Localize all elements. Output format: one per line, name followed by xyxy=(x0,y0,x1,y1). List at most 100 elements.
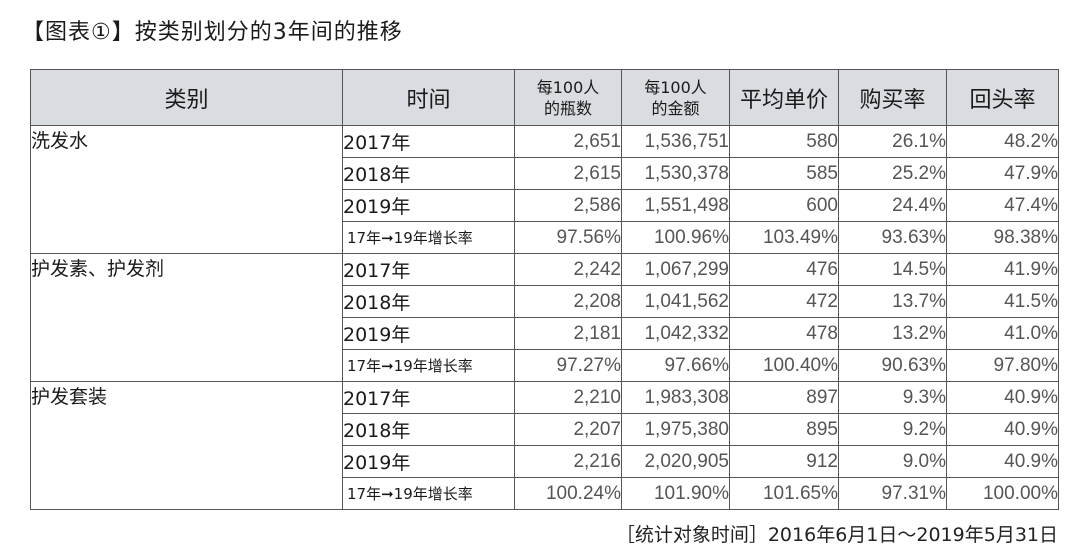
purchase-rate-cell: 9.2% xyxy=(838,413,947,446)
data-table: 类别 时间 每100人 的瓶数 每100人 的金额 平均单价 购买率 回头率 洗… xyxy=(30,69,1059,510)
growth-rate-label: 17年➞19年增长率 xyxy=(342,477,515,510)
amount-cell: 101.90% xyxy=(621,477,730,510)
repeat-rate-cell: 98.38% xyxy=(946,221,1059,254)
purchase-rate-cell: 97.31% xyxy=(838,477,947,510)
header-period: 时间 xyxy=(342,69,515,126)
year-cell: 2019年 xyxy=(342,317,515,350)
repeat-rate-cell: 47.9% xyxy=(946,157,1059,190)
year-cell: 2017年 xyxy=(342,253,515,286)
purchase-rate-cell: 93.63% xyxy=(838,221,947,254)
unit-price-cell: 912 xyxy=(729,445,839,478)
footnote-period: ［统计对象时间］2016年6月1日～2019年5月31日 xyxy=(615,524,1058,546)
repeat-rate-cell: 47.4% xyxy=(946,189,1059,222)
table-row: 2019年 2,586 1,551,498 600 24.4% 47.4% xyxy=(31,189,1059,222)
year-cell: 2017年 xyxy=(342,125,515,158)
repeat-rate-cell: 97.80% xyxy=(946,349,1059,382)
amount-cell: 97.66% xyxy=(621,349,730,382)
bottles-cell: 97.56% xyxy=(514,221,622,254)
table-row: 2018年 2,615 1,530,378 585 25.2% 47.9% xyxy=(31,157,1059,190)
header-amount-line2: 的金额 xyxy=(651,98,700,118)
unit-price-cell: 100.40% xyxy=(729,349,839,382)
bottles-cell: 2,586 xyxy=(514,189,622,222)
amount-cell: 1,536,751 xyxy=(621,125,730,158)
unit-price-cell: 897 xyxy=(729,381,839,414)
unit-price-cell: 580 xyxy=(729,125,839,158)
purchase-rate-cell: 26.1% xyxy=(838,125,947,158)
bottles-cell: 2,207 xyxy=(514,413,622,446)
table-row: 洗发水 2017年 2,651 1,536,751 580 26.1% 48.2% xyxy=(30,125,1059,254)
unit-price-cell: 478 xyxy=(729,317,839,350)
bottles-cell: 2,210 xyxy=(514,381,622,414)
header-bottles-line1: 每100人 xyxy=(536,77,600,97)
year-cell: 2018年 xyxy=(342,285,515,318)
amount-cell: 1,530,378 xyxy=(621,157,730,190)
table-row: 护发套装 2017年 2,210 1,983,308 897 9.3% 40.9% xyxy=(30,381,1059,510)
header-row: 类别 时间 每100人 的瓶数 每100人 的金额 平均单价 购买率 回头率 xyxy=(30,69,1059,126)
repeat-rate-cell: 41.9% xyxy=(946,253,1059,286)
bottles-cell: 2,651 xyxy=(514,125,622,158)
unit-price-cell: 585 xyxy=(729,157,839,190)
table-row: 2018年 2,208 1,041,562 472 13.7% 41.5% xyxy=(31,285,1059,318)
year-cell: 2019年 xyxy=(342,189,515,222)
unit-price-cell: 600 xyxy=(729,189,839,222)
amount-cell: 1,551,498 xyxy=(621,189,730,222)
bottles-cell: 2,615 xyxy=(514,157,622,190)
repeat-rate-cell: 40.9% xyxy=(946,445,1059,478)
table-row: 护发素、护发剂 2017年 2,242 1,067,299 476 14.5% 41.9% xyxy=(30,253,1059,382)
header-bottles-line2: 的瓶数 xyxy=(543,98,592,118)
table-row: 2019年 2,181 1,042,332 478 13.2% 41.0% xyxy=(31,317,1059,350)
amount-cell: 1,041,562 xyxy=(621,285,730,318)
header-amount-line1: 每100人 xyxy=(644,77,707,97)
growth-rate-label: 17年➞19年增长率 xyxy=(342,221,515,254)
category-cell: 护发套装 xyxy=(30,381,343,510)
year-cell: 2018年 xyxy=(342,157,515,190)
amount-cell: 1,983,308 xyxy=(621,381,730,414)
category-cell: 洗发水 xyxy=(30,125,343,254)
purchase-rate-cell: 90.63% xyxy=(838,349,947,382)
repeat-rate-cell: 100.00% xyxy=(946,477,1059,510)
unit-price-cell: 103.49% xyxy=(729,221,839,254)
amount-cell: 1,067,299 xyxy=(621,253,730,286)
repeat-rate-cell: 40.9% xyxy=(946,413,1059,446)
category-cell: 护发素、护发剂 xyxy=(30,253,343,382)
purchase-rate-cell: 9.0% xyxy=(838,445,947,478)
repeat-rate-cell: 48.2% xyxy=(946,125,1059,158)
unit-price-cell: 895 xyxy=(729,413,839,446)
purchase-rate-cell: 14.5% xyxy=(838,253,947,286)
purchase-rate-cell: 13.7% xyxy=(838,285,947,318)
year-cell: 2018年 xyxy=(342,413,515,446)
unit-price-cell: 476 xyxy=(729,253,839,286)
header-repeat-rate: 回头率 xyxy=(946,69,1059,126)
purchase-rate-cell: 24.4% xyxy=(838,189,947,222)
amount-cell: 2,020,905 xyxy=(621,445,730,478)
year-cell: 2017年 xyxy=(342,381,515,414)
header-amount-per-100: 每100人 的金额 xyxy=(621,69,730,126)
purchase-rate-cell: 13.2% xyxy=(838,317,947,350)
bottles-cell: 100.24% xyxy=(514,477,622,510)
header-category: 类别 xyxy=(30,69,343,126)
header-bottles-per-100: 每100人 的瓶数 xyxy=(514,69,622,126)
bottles-cell: 2,242 xyxy=(514,253,622,286)
page-title: 【图表①】按类别划分的3年间的推移 xyxy=(22,20,403,45)
purchase-rate-cell: 9.3% xyxy=(838,381,947,414)
purchase-rate-cell: 25.2% xyxy=(838,157,947,190)
repeat-rate-cell: 41.5% xyxy=(946,285,1059,318)
bottles-cell: 2,208 xyxy=(514,285,622,318)
growth-rate-label: 17年➞19年增长率 xyxy=(342,349,515,382)
amount-cell: 1,042,332 xyxy=(621,317,730,350)
table-row: 17年➞19年增长率 97.56% 100.96% 103.49% 93.63% 98.3… xyxy=(31,221,1059,254)
amount-cell: 1,975,380 xyxy=(621,413,730,446)
bottles-cell: 2,216 xyxy=(514,445,622,478)
table-row: 2019年 2,216 2,020,905 912 9.0% 40.9% xyxy=(31,445,1059,478)
header-unit-price: 平均单价 xyxy=(729,69,839,126)
amount-cell: 100.96% xyxy=(621,221,730,254)
bottles-cell: 97.27% xyxy=(514,349,622,382)
table-row: 17年➞19年增长率 100.24% 101.90% 101.65% 97.31% 100… xyxy=(31,477,1059,510)
repeat-rate-cell: 41.0% xyxy=(946,317,1059,350)
header-purchase-rate: 购买率 xyxy=(838,69,947,126)
year-cell: 2019年 xyxy=(342,445,515,478)
unit-price-cell: 472 xyxy=(729,285,839,318)
table-row: 17年➞19年增长率 97.27% 97.66% 100.40% 90.63% 97.80… xyxy=(31,349,1059,382)
bottles-cell: 2,181 xyxy=(514,317,622,350)
repeat-rate-cell: 40.9% xyxy=(946,381,1059,414)
